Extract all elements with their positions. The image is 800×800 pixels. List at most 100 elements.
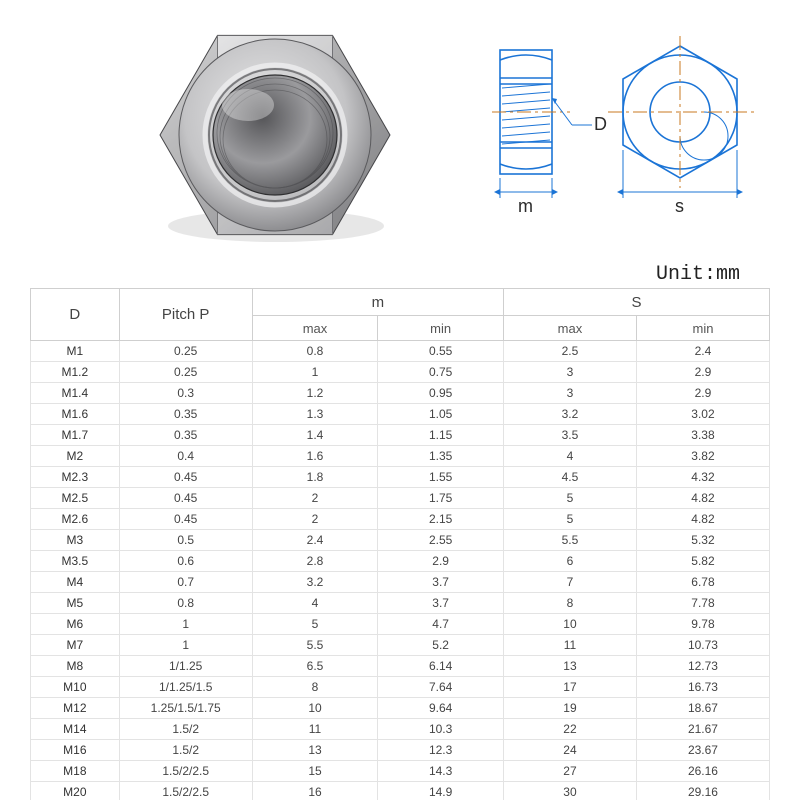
cell-s_max: 17 bbox=[503, 677, 636, 698]
cell-m_min: 0.95 bbox=[378, 383, 504, 404]
cell-D: M2.3 bbox=[31, 467, 120, 488]
cell-pitch: 0.45 bbox=[119, 509, 252, 530]
table-row: M121.25/1.5/1.75109.641918.67 bbox=[31, 698, 770, 719]
cell-m_max: 2 bbox=[252, 509, 378, 530]
cell-s_min: 3.38 bbox=[636, 425, 769, 446]
cell-D: M2.5 bbox=[31, 488, 120, 509]
cell-m_max: 6.5 bbox=[252, 656, 378, 677]
cell-s_max: 3.2 bbox=[503, 404, 636, 425]
col-header-S: S bbox=[503, 289, 769, 316]
cell-m_max: 1 bbox=[252, 362, 378, 383]
cell-pitch: 1/1.25/1.5 bbox=[119, 677, 252, 698]
table-row: M3.50.62.82.965.82 bbox=[31, 551, 770, 572]
label-s: s bbox=[675, 196, 684, 216]
cell-m_max: 2 bbox=[252, 488, 378, 509]
cell-pitch: 0.35 bbox=[119, 425, 252, 446]
cell-s_max: 7 bbox=[503, 572, 636, 593]
cell-m_min: 10.3 bbox=[378, 719, 504, 740]
table-row: M715.55.21110.73 bbox=[31, 635, 770, 656]
cell-s_min: 23.67 bbox=[636, 740, 769, 761]
cell-s_max: 5 bbox=[503, 488, 636, 509]
cell-m_min: 12.3 bbox=[378, 740, 504, 761]
cell-s_max: 24 bbox=[503, 740, 636, 761]
cell-pitch: 0.45 bbox=[119, 467, 252, 488]
cell-s_max: 27 bbox=[503, 761, 636, 782]
cell-s_min: 5.82 bbox=[636, 551, 769, 572]
cell-s_max: 5.5 bbox=[503, 530, 636, 551]
col-header-m-min: min bbox=[378, 316, 504, 341]
cell-s_min: 9.78 bbox=[636, 614, 769, 635]
table-row: M161.5/21312.32423.67 bbox=[31, 740, 770, 761]
nut-photo bbox=[30, 20, 410, 260]
cell-pitch: 1.5/2 bbox=[119, 740, 252, 761]
table-row: M40.73.23.776.78 bbox=[31, 572, 770, 593]
spec-table-wrap: D Pitch P m S max min max min M10.250.80… bbox=[30, 288, 770, 800]
cell-D: M3 bbox=[31, 530, 120, 551]
cell-m_min: 7.64 bbox=[378, 677, 504, 698]
cell-D: M2.6 bbox=[31, 509, 120, 530]
cell-m_max: 4 bbox=[252, 593, 378, 614]
label-D: D bbox=[594, 114, 607, 134]
cell-m_min: 1.15 bbox=[378, 425, 504, 446]
col-header-s-min: min bbox=[636, 316, 769, 341]
cell-m_max: 16 bbox=[252, 782, 378, 800]
table-row: M1.20.2510.7532.9 bbox=[31, 362, 770, 383]
cell-s_max: 4 bbox=[503, 446, 636, 467]
spec-sheet: D m bbox=[0, 0, 800, 800]
cell-m_max: 5 bbox=[252, 614, 378, 635]
table-row: M141.5/21110.32221.67 bbox=[31, 719, 770, 740]
cell-pitch: 1.5/2/2.5 bbox=[119, 761, 252, 782]
cell-s_max: 3 bbox=[503, 362, 636, 383]
table-row: M1.70.351.41.153.53.38 bbox=[31, 425, 770, 446]
cell-s_max: 30 bbox=[503, 782, 636, 800]
cell-s_max: 19 bbox=[503, 698, 636, 719]
cell-D: M3.5 bbox=[31, 551, 120, 572]
cell-m_min: 4.7 bbox=[378, 614, 504, 635]
cell-D: M2 bbox=[31, 446, 120, 467]
table-row: M1.40.31.20.9532.9 bbox=[31, 383, 770, 404]
col-header-m-max: max bbox=[252, 316, 378, 341]
cell-m_max: 10 bbox=[252, 698, 378, 719]
table-row: M50.843.787.78 bbox=[31, 593, 770, 614]
cell-D: M8 bbox=[31, 656, 120, 677]
cell-m_max: 2.4 bbox=[252, 530, 378, 551]
col-header-m: m bbox=[252, 289, 503, 316]
cell-s_max: 3 bbox=[503, 383, 636, 404]
cell-m_max: 1.8 bbox=[252, 467, 378, 488]
cell-m_min: 2.55 bbox=[378, 530, 504, 551]
cell-pitch: 0.5 bbox=[119, 530, 252, 551]
cell-pitch: 1 bbox=[119, 635, 252, 656]
cell-s_min: 2.4 bbox=[636, 341, 769, 362]
cell-s_min: 7.78 bbox=[636, 593, 769, 614]
cell-D: M1.2 bbox=[31, 362, 120, 383]
cell-s_min: 5.32 bbox=[636, 530, 769, 551]
cell-m_min: 2.9 bbox=[378, 551, 504, 572]
cell-pitch: 0.35 bbox=[119, 404, 252, 425]
cell-pitch: 0.3 bbox=[119, 383, 252, 404]
cell-s_max: 6 bbox=[503, 551, 636, 572]
table-row: M30.52.42.555.55.32 bbox=[31, 530, 770, 551]
cell-D: M20 bbox=[31, 782, 120, 800]
cell-pitch: 1 bbox=[119, 614, 252, 635]
cell-pitch: 1.5/2/2.5 bbox=[119, 782, 252, 800]
cell-m_max: 1.2 bbox=[252, 383, 378, 404]
cell-pitch: 0.25 bbox=[119, 341, 252, 362]
cell-m_max: 1.6 bbox=[252, 446, 378, 467]
cell-pitch: 0.25 bbox=[119, 362, 252, 383]
table-row: M181.5/2/2.51514.32726.16 bbox=[31, 761, 770, 782]
cell-pitch: 0.6 bbox=[119, 551, 252, 572]
cell-s_min: 3.82 bbox=[636, 446, 769, 467]
table-row: M6154.7109.78 bbox=[31, 614, 770, 635]
cell-pitch: 0.4 bbox=[119, 446, 252, 467]
cell-m_max: 15 bbox=[252, 761, 378, 782]
cell-m_min: 0.55 bbox=[378, 341, 504, 362]
cell-D: M4 bbox=[31, 572, 120, 593]
cell-m_min: 1.35 bbox=[378, 446, 504, 467]
cell-m_min: 6.14 bbox=[378, 656, 504, 677]
cell-D: M14 bbox=[31, 719, 120, 740]
unit-label: Unit:mm bbox=[656, 263, 740, 286]
cell-D: M1 bbox=[31, 341, 120, 362]
cell-pitch: 0.8 bbox=[119, 593, 252, 614]
table-row: M2.50.4521.7554.82 bbox=[31, 488, 770, 509]
table-row: M1.60.351.31.053.23.02 bbox=[31, 404, 770, 425]
